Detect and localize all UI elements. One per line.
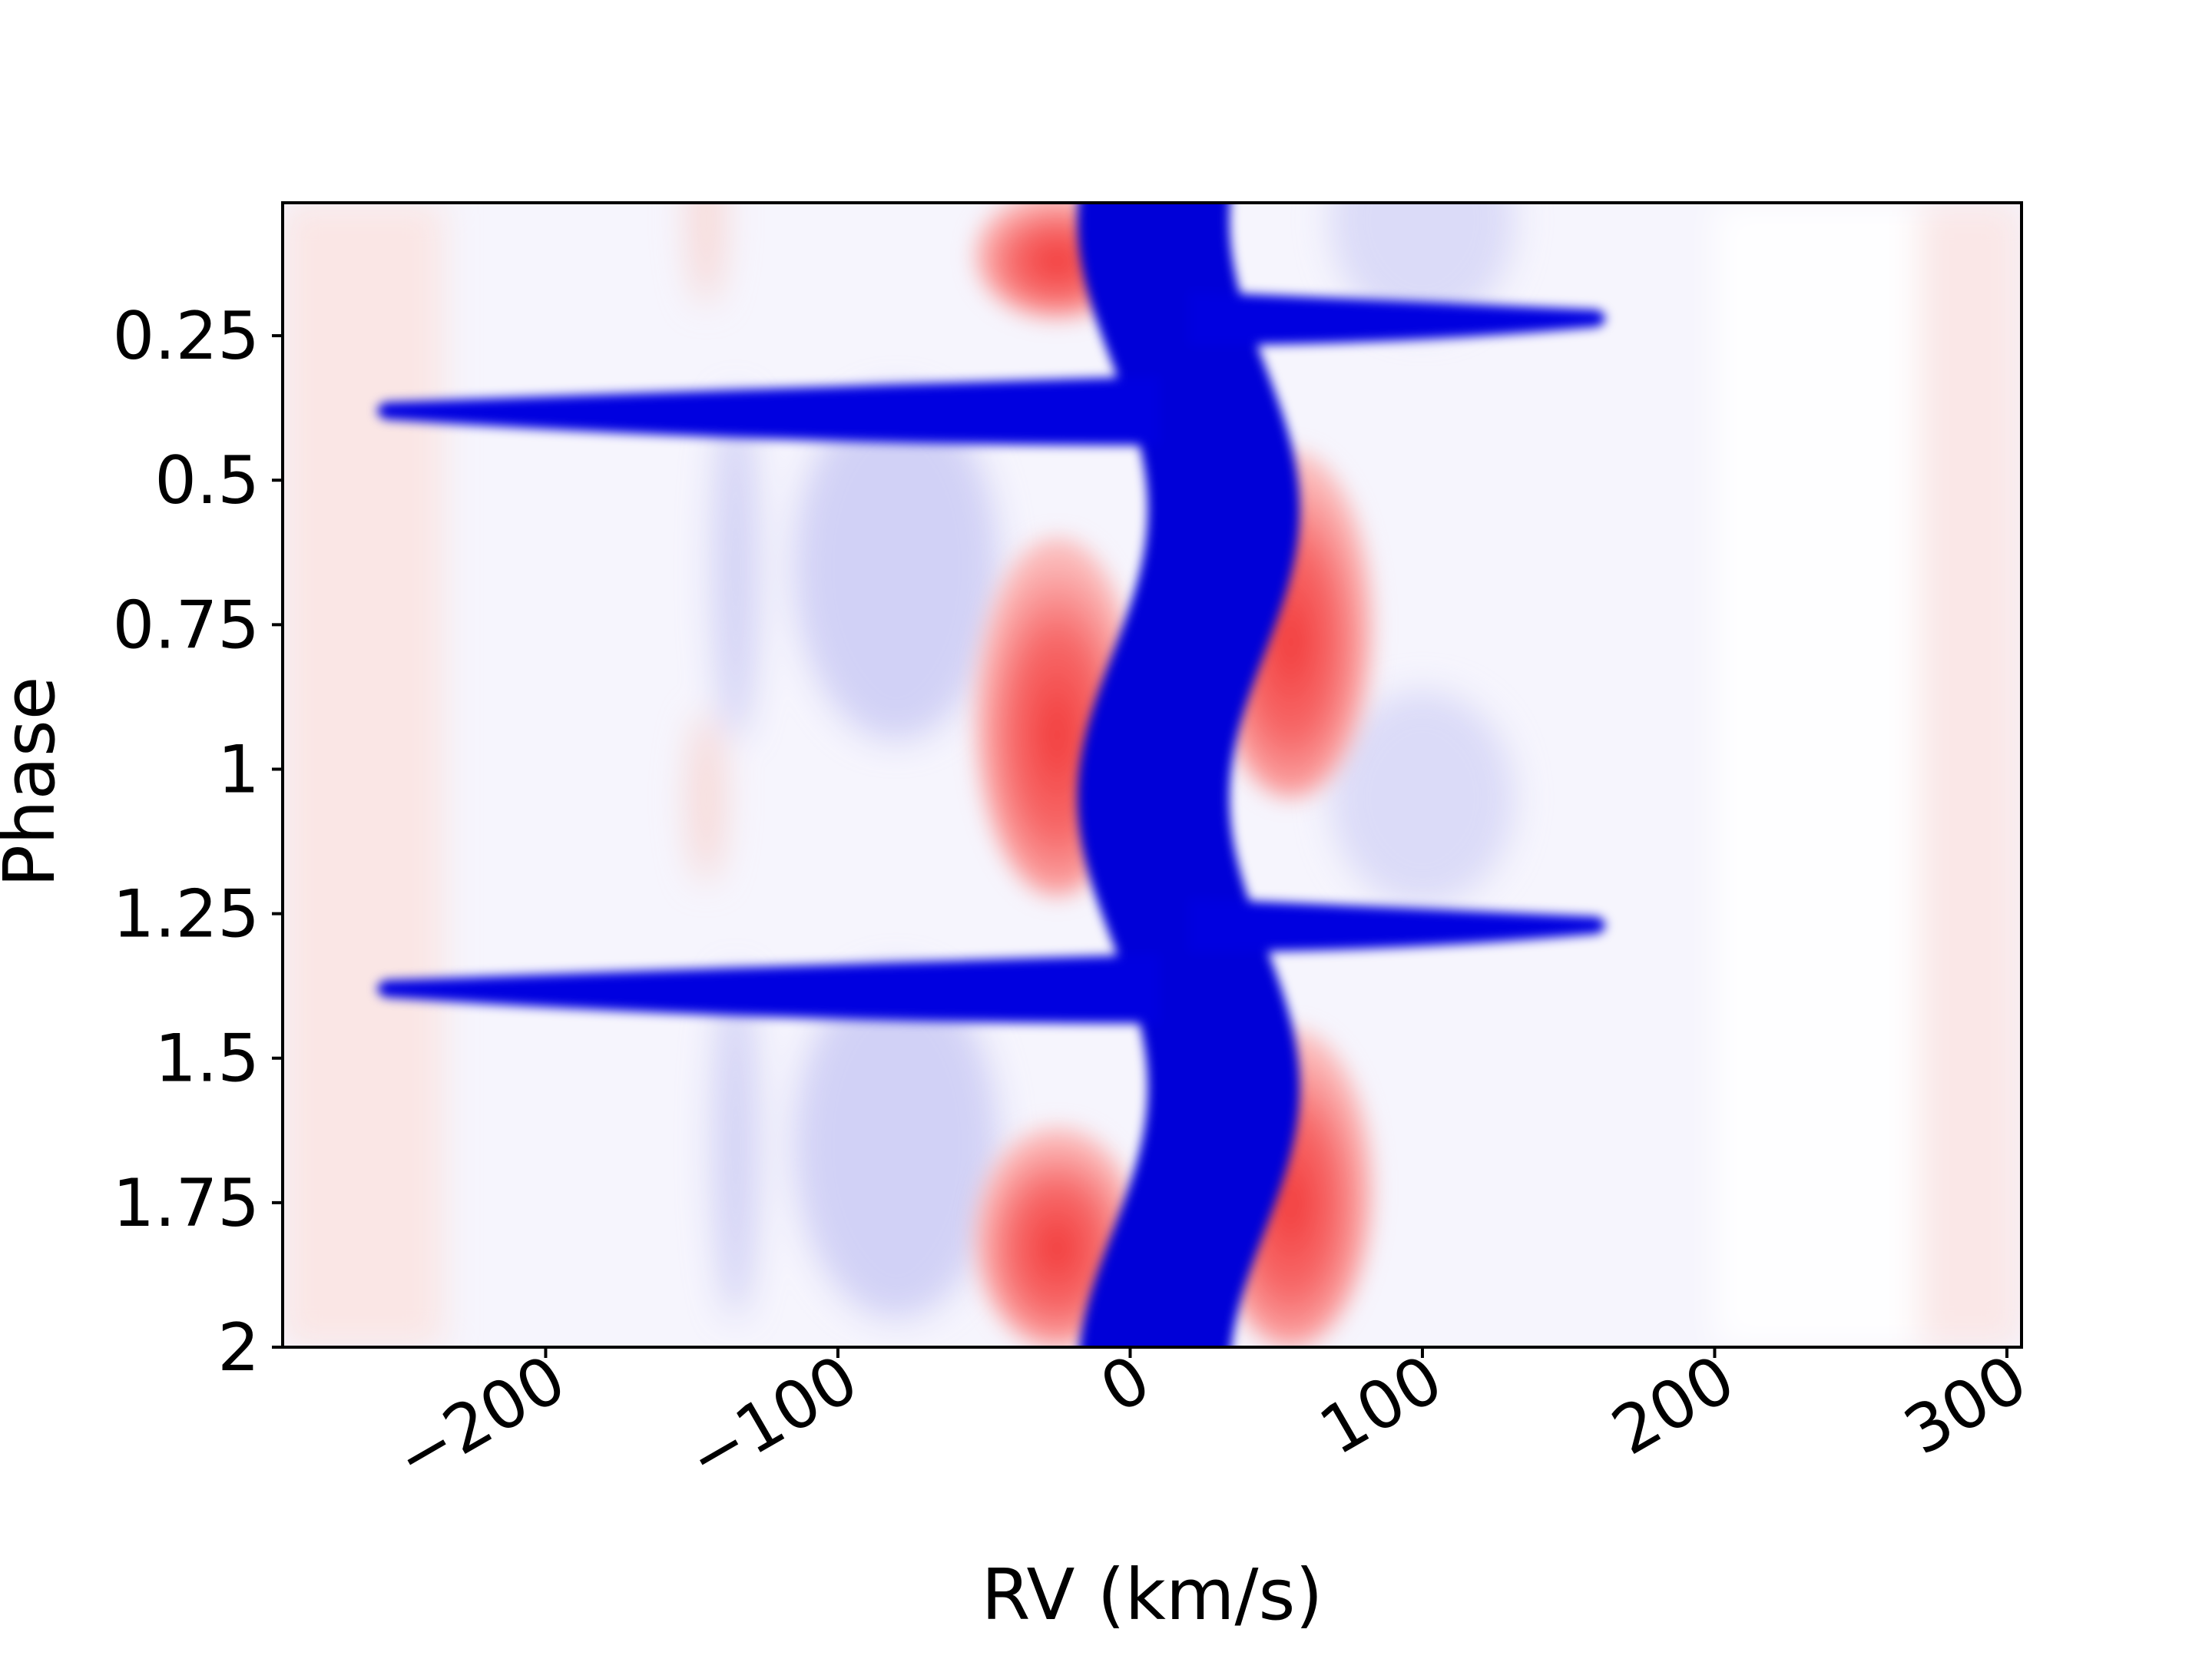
y-tick-label: 0.75 (113, 587, 260, 664)
plot-frame (281, 201, 2023, 1349)
soft-blue-patch (793, 971, 999, 1319)
y-axis: 0.25 0.5 0.75 1 1.25 1.5 1.75 2 (113, 298, 283, 1386)
heatmap-soft-structure (283, 203, 2022, 1347)
x-axis-label: RV (km/s) (982, 1554, 1323, 1636)
y-tick-label: 0.5 (154, 442, 260, 519)
absorption-track (1077, 203, 1300, 1347)
soft-blue-patch (1330, 690, 1515, 906)
y-tick-label: 2 (217, 1310, 260, 1386)
heatmap-absorption-features (377, 203, 1606, 1347)
soft-white-band (1714, 203, 1919, 1347)
x-tick-label: 100 (1307, 1341, 1455, 1471)
absorption-excursion (377, 376, 1160, 445)
y-axis-label: Phase (0, 677, 71, 888)
soft-red-spot (687, 203, 725, 305)
soft-red-right-edge (1919, 203, 2022, 1347)
absorption-excursion (1188, 291, 1606, 346)
y-tick-label: 1.75 (113, 1165, 260, 1242)
y-tick-label: 1 (217, 731, 260, 808)
absorption-excursion (377, 954, 1160, 1024)
soft-blue-wing (712, 393, 759, 740)
soft-blue-wing (712, 971, 759, 1319)
heatmap-image (283, 203, 2022, 1347)
soft-blue-patch (1330, 203, 1515, 328)
y-tick-label: 1.25 (113, 876, 260, 953)
y-tick-label: 1.5 (154, 1021, 260, 1098)
y-tick-label: 0.25 (113, 298, 260, 375)
x-tick-label: −100 (675, 1341, 871, 1498)
x-axis: −200 −100 0 100 200 300 (382, 1341, 2039, 1498)
x-tick-label: 0 (1088, 1341, 1163, 1429)
x-tick-label: 200 (1600, 1341, 1747, 1471)
absorption-excursion (1188, 898, 1606, 952)
soft-red-spot (687, 714, 725, 883)
x-tick-label: 300 (1892, 1341, 2039, 1471)
soft-red-left-edge (283, 203, 444, 1347)
soft-blue-patch (793, 393, 999, 740)
x-tick-label: −200 (382, 1341, 578, 1498)
